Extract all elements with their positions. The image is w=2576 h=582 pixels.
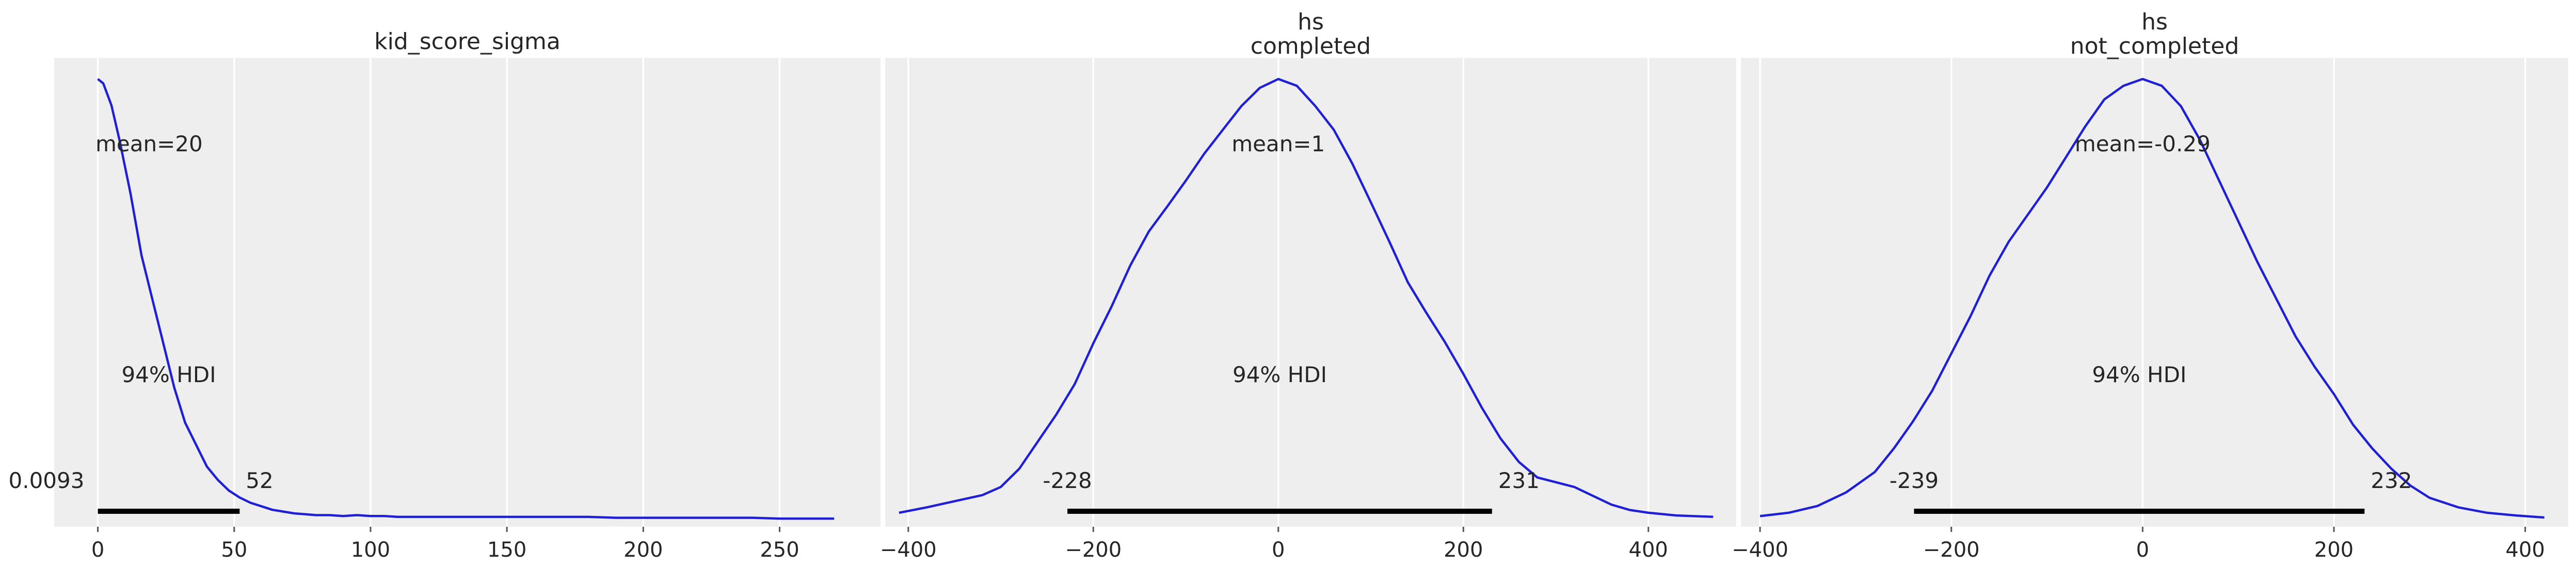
x-tick-label: −400 <box>1732 538 1788 562</box>
hdi-low-label: 0.0093 <box>9 468 85 493</box>
hdi-low-label: -239 <box>1890 468 1939 493</box>
x-tick-label: 50 <box>221 538 247 562</box>
x-tick-label: 250 <box>760 538 799 562</box>
hdi-high-label: 52 <box>246 468 273 493</box>
mean-label: mean=20 <box>95 131 203 156</box>
plot-background <box>1741 58 2568 527</box>
panel-title: hs <box>2141 9 2168 35</box>
x-tick-label: 0 <box>91 538 104 562</box>
mean-label: mean=-0.29 <box>2075 131 2211 156</box>
mean-label: mean=1 <box>1231 131 1325 156</box>
hdi-high-label: 232 <box>2371 468 2412 493</box>
panel-title: completed <box>1251 33 1371 59</box>
hdi-low-label: -228 <box>1043 468 1092 493</box>
hdi-caption: 94% HDI <box>121 362 216 387</box>
x-tick-label: 200 <box>1444 538 1483 562</box>
plot-background <box>54 58 881 527</box>
x-tick-label: 0 <box>1272 538 1285 562</box>
x-tick-label: −400 <box>880 538 937 562</box>
x-tick-label: 200 <box>2314 538 2354 562</box>
plot-background <box>885 58 1736 527</box>
x-tick-label: 400 <box>1629 538 1668 562</box>
panel-title: kid_score_sigma <box>374 28 561 55</box>
x-tick-label: 100 <box>351 538 390 562</box>
x-tick-label: −200 <box>1923 538 1980 562</box>
hdi-caption: 94% HDI <box>2092 362 2186 387</box>
density-curve <box>899 77 1714 518</box>
hdi-high-label: 231 <box>1498 468 1540 493</box>
x-tick-label: 0 <box>2136 538 2149 562</box>
density-curve <box>97 78 835 520</box>
panel-1: 0 50 100 150 200 250 kid_score_sigma 0.0093 52 94… <box>9 28 881 562</box>
density-curve <box>1759 77 2545 519</box>
x-tick-label: 400 <box>2505 538 2545 562</box>
x-tick-label: 200 <box>623 538 663 562</box>
hdi-caption: 94% HDI <box>1233 362 1327 387</box>
x-tick-label: −200 <box>1065 538 1122 562</box>
x-tick-label: 150 <box>487 538 526 562</box>
panel-title: hs <box>1298 9 1324 35</box>
panel-title: not_completed <box>2070 33 2239 59</box>
